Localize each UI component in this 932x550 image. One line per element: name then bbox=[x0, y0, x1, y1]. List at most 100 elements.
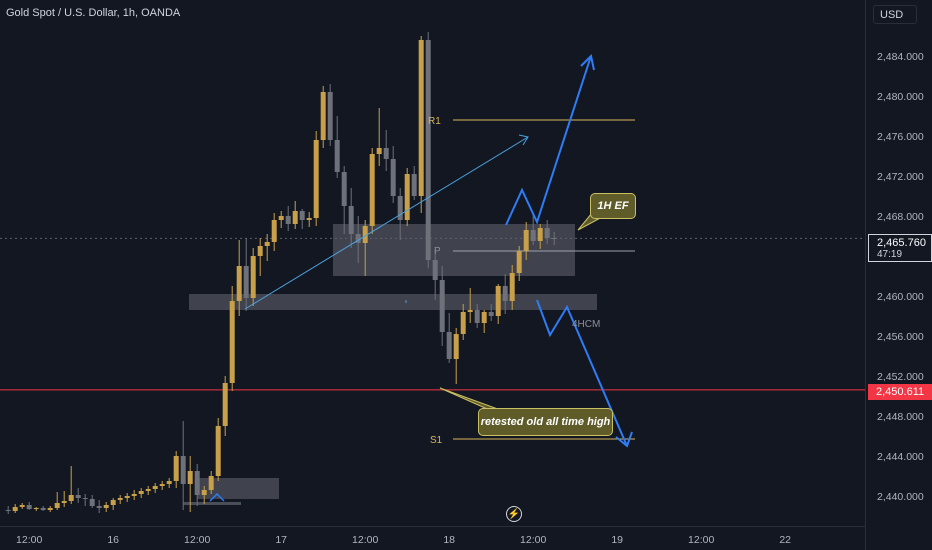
lightning-icon[interactable]: ⚡ bbox=[506, 506, 522, 522]
candle-body bbox=[138, 491, 144, 494]
price-tick-label: 2,440.000 bbox=[877, 491, 924, 503]
candle-body bbox=[530, 230, 536, 241]
current-price-tag: 2,465.760 47:19 bbox=[868, 234, 932, 262]
candle-body bbox=[313, 140, 319, 218]
candle-body bbox=[306, 218, 312, 220]
bear-arrowhead bbox=[615, 431, 633, 448]
candle-body bbox=[110, 500, 116, 505]
candle-body bbox=[355, 234, 361, 243]
candle-body bbox=[376, 148, 382, 154]
price-tick-label: 2,480.000 bbox=[877, 91, 924, 103]
candle-body bbox=[201, 490, 207, 495]
time-tick-label: 12:00 bbox=[16, 534, 42, 546]
time-tick-label: 12:00 bbox=[520, 534, 546, 546]
candle-body bbox=[152, 486, 158, 489]
price-tick-label: 2,444.000 bbox=[877, 451, 924, 463]
candle-body bbox=[292, 211, 298, 224]
candle-body bbox=[236, 266, 242, 301]
candle-body bbox=[383, 148, 389, 159]
candle-body bbox=[348, 206, 354, 234]
bar-countdown: 47:19 bbox=[877, 249, 903, 260]
time-tick-label: 12:00 bbox=[184, 534, 210, 546]
candle-body bbox=[390, 159, 396, 196]
candle-body bbox=[61, 501, 67, 503]
price-tick-label: 2,448.000 bbox=[877, 411, 924, 423]
candle-body bbox=[551, 238, 557, 239]
zone-lower-thin bbox=[183, 502, 241, 505]
note-retested[interactable]: retested old all time high bbox=[478, 408, 613, 436]
pivot-label: P bbox=[434, 246, 441, 257]
candle-body bbox=[432, 260, 438, 280]
candle-body bbox=[89, 499, 95, 506]
candle-body bbox=[411, 174, 417, 196]
time-axis-ticks: 12:00 16 12:00 17 12:00 18 12:00 19 12:00 22 bbox=[16, 534, 791, 546]
time-tick-label: 12:00 bbox=[352, 534, 378, 546]
candle-body bbox=[68, 495, 74, 501]
price-axis-ticks: 2,440.000 2,444.000 2,448.000 2,452.000 2,45… bbox=[877, 51, 924, 503]
candle-body bbox=[334, 140, 340, 172]
candle-body bbox=[285, 216, 291, 224]
candle-body bbox=[320, 92, 326, 140]
candle-body bbox=[26, 505, 32, 509]
candle-body bbox=[509, 273, 515, 301]
candle-body bbox=[271, 220, 277, 242]
r1-label: R1 bbox=[428, 116, 441, 127]
trend-line-arrowhead bbox=[518, 134, 529, 146]
candle-body bbox=[243, 266, 249, 298]
candle-body bbox=[166, 481, 172, 484]
candle-body bbox=[40, 508, 46, 510]
candle-body bbox=[187, 471, 193, 484]
price-tick-label: 2,476.000 bbox=[877, 131, 924, 143]
candles-layer bbox=[5, 32, 557, 514]
price-tick-label: 2,460.000 bbox=[877, 291, 924, 303]
levels-layer bbox=[0, 119, 865, 440]
trend-line bbox=[244, 136, 529, 310]
candle-body bbox=[96, 506, 102, 508]
time-tick-label: 18 bbox=[443, 534, 455, 546]
price-tick-label: 2,452.000 bbox=[877, 371, 924, 383]
candle-body bbox=[404, 174, 410, 220]
bear-projection bbox=[536, 299, 628, 447]
candle-body bbox=[33, 508, 39, 509]
candle-body bbox=[47, 508, 53, 510]
note-1h-ef[interactable]: 1H EF bbox=[590, 193, 636, 219]
candle-body bbox=[327, 92, 333, 140]
chart-title[interactable]: Gold Spot / U.S. Dollar, 1h, OANDA bbox=[6, 7, 181, 19]
marked-level-tag: 2,450.611 bbox=[868, 384, 932, 400]
candle-body bbox=[54, 503, 60, 508]
price-tick-label: 2,484.000 bbox=[877, 51, 924, 63]
zone-4hcm bbox=[189, 294, 597, 310]
candle-body bbox=[257, 246, 263, 256]
currency-button[interactable]: USD bbox=[873, 5, 917, 24]
bull-arrowhead bbox=[580, 53, 595, 71]
candle-body bbox=[369, 154, 375, 226]
price-tick-label: 2,468.000 bbox=[877, 211, 924, 223]
candle-body bbox=[19, 505, 25, 507]
candle-body bbox=[5, 510, 11, 511]
candle-body bbox=[446, 332, 452, 359]
time-tick-label: 22 bbox=[779, 534, 791, 546]
time-tick-label: 19 bbox=[611, 534, 623, 546]
candle-body bbox=[12, 507, 18, 511]
candle-body bbox=[82, 498, 88, 499]
candle-body bbox=[341, 172, 347, 206]
candle-body bbox=[145, 489, 151, 491]
candle-body bbox=[264, 242, 270, 246]
candle-body bbox=[180, 456, 186, 484]
candle-body bbox=[425, 40, 431, 260]
candle-body bbox=[103, 505, 109, 508]
small-up-arrow bbox=[209, 492, 225, 502]
candle-body bbox=[131, 494, 137, 496]
candle-body bbox=[173, 456, 179, 481]
bull-projection bbox=[505, 55, 592, 226]
candle-body bbox=[299, 211, 305, 220]
candle-body bbox=[467, 310, 473, 312]
candle-body bbox=[159, 484, 165, 486]
candle-body bbox=[481, 312, 487, 323]
candle-body bbox=[75, 495, 81, 498]
candle-body bbox=[215, 426, 221, 476]
candle-body bbox=[439, 280, 445, 332]
candle-body bbox=[229, 301, 235, 383]
candle-body bbox=[488, 312, 494, 316]
